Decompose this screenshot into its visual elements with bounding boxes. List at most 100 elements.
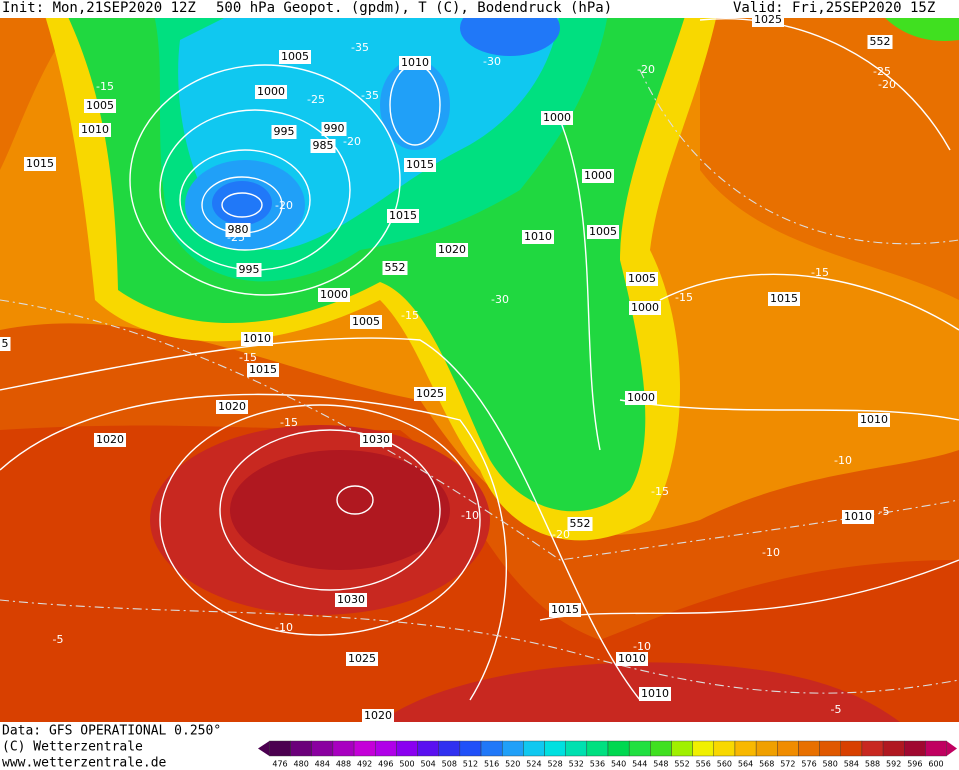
temperature-label: -35 xyxy=(361,89,379,102)
temperature-label: -10 xyxy=(834,454,852,467)
colorbar-cell xyxy=(713,740,736,757)
colorbar-tick-label: 560 xyxy=(717,760,732,769)
pressure-label: 1000 xyxy=(257,85,285,98)
colorbar-tick-label: 504 xyxy=(420,760,435,769)
colorbar-tick-label: 500 xyxy=(399,760,414,769)
temperature-label: -15 xyxy=(651,485,669,498)
colorbar-tick-label: 516 xyxy=(484,760,499,769)
label-box xyxy=(867,35,893,49)
colorbar-cell xyxy=(480,740,503,757)
colorbar-cell xyxy=(523,740,545,757)
temperature-label: -10 xyxy=(762,546,780,559)
label-box xyxy=(84,99,116,113)
colorbar-cell xyxy=(798,740,820,757)
label-box xyxy=(752,13,784,27)
colorbar-arrow-left xyxy=(258,741,270,756)
label-box xyxy=(360,433,392,447)
label-box xyxy=(79,123,111,137)
pressure-label: 1000 xyxy=(627,391,655,404)
label-box xyxy=(639,687,671,701)
label-box xyxy=(549,603,581,617)
label-box xyxy=(350,315,382,329)
pressure-label: 1025 xyxy=(416,387,444,400)
colorbar-tick-label: 544 xyxy=(632,760,647,769)
valid-time: Valid: Fri,25SEP2020 15Z xyxy=(733,0,935,16)
isobars xyxy=(0,18,959,701)
colorbar-tick-label: 480 xyxy=(294,760,309,769)
colorbar-cell xyxy=(269,740,291,757)
label-box xyxy=(626,272,658,286)
colorbar-tick-label: 496 xyxy=(378,760,393,769)
label-box xyxy=(382,261,408,275)
pressure-label: 1010 xyxy=(243,332,271,345)
colorbar-cell xyxy=(904,740,926,757)
colorbar-tick-label: 524 xyxy=(526,760,541,769)
colorbar-tick-label: 552 xyxy=(674,760,689,769)
pressure-label: 1015 xyxy=(389,209,417,222)
temperature-label: -20 xyxy=(878,78,896,91)
pressure-label: 1010 xyxy=(641,687,669,700)
label-box xyxy=(335,593,367,607)
label-box xyxy=(362,709,394,723)
colorbar-tick-label: 528 xyxy=(547,760,562,769)
colorbar-cell xyxy=(375,740,397,757)
pressure-label: 1010 xyxy=(844,510,872,523)
temperature-label: -20 xyxy=(343,135,361,148)
temperature-label: -15 xyxy=(280,416,298,429)
temperature-label: -5 xyxy=(53,633,64,646)
label-box xyxy=(582,169,614,183)
label-box xyxy=(247,363,279,377)
colorbar-tick-label: 576 xyxy=(801,760,816,769)
colorbar-cell xyxy=(417,740,439,757)
colorbar-cell xyxy=(332,740,355,757)
label-box xyxy=(225,223,251,237)
pressure-label: 1020 xyxy=(438,243,466,256)
temperature-label: -20 xyxy=(637,63,655,76)
pressure-label: 5 xyxy=(2,337,9,350)
label-box xyxy=(625,391,657,405)
label-box xyxy=(279,50,311,64)
colorbar-tick-label: 512 xyxy=(463,760,478,769)
colorbar-cell xyxy=(353,740,376,757)
colorbar-tick-label: 588 xyxy=(865,760,880,769)
temperature-label: -15 xyxy=(96,80,114,93)
temperature-label: -10 xyxy=(275,621,293,634)
temperature-label: -30 xyxy=(491,293,509,306)
temperature-label: -25 xyxy=(873,65,891,78)
label-box xyxy=(216,400,248,414)
temperature-label: -20 xyxy=(275,199,293,212)
pressure-label: 1020 xyxy=(364,709,392,722)
data-source: Data: GFS OPERATIONAL 0.250° xyxy=(2,724,221,739)
field xyxy=(0,0,959,722)
pressure-label: 1000 xyxy=(320,288,348,301)
colorbar-tick-label: 572 xyxy=(780,760,795,769)
temperature-label: -20 xyxy=(552,528,570,541)
label-box xyxy=(255,85,287,99)
colorbar-cell xyxy=(586,740,609,757)
colorbar-arrow-right xyxy=(946,741,957,756)
label-box xyxy=(522,230,554,244)
pressure-label: 1010 xyxy=(618,652,646,665)
colorbar-cell xyxy=(544,740,566,757)
colorbar-cell xyxy=(650,740,672,757)
colorbar-cell xyxy=(819,740,841,757)
colorbar-cell xyxy=(311,740,334,757)
colorbar-tick-label: 556 xyxy=(696,760,711,769)
pressure-label: 1025 xyxy=(348,652,376,665)
pressure-label: 1015 xyxy=(249,363,277,376)
colorbar-cell xyxy=(628,740,651,757)
pressure-label: 985 xyxy=(313,139,334,152)
temperature-label: -15 xyxy=(239,351,257,364)
temperature-label: -10 xyxy=(633,640,651,653)
pressure-label: 1015 xyxy=(406,158,434,171)
header-bar xyxy=(0,0,959,18)
label-box xyxy=(541,111,573,125)
pressure-label: 1005 xyxy=(281,50,309,63)
colorbar-tick-label: 596 xyxy=(907,760,922,769)
colorbar-tick-label: 536 xyxy=(590,760,605,769)
label-box xyxy=(616,652,648,666)
copyright: (C) Wetterzentrale xyxy=(2,740,143,755)
label-box xyxy=(414,387,446,401)
temperature-label: -25 xyxy=(307,93,325,106)
